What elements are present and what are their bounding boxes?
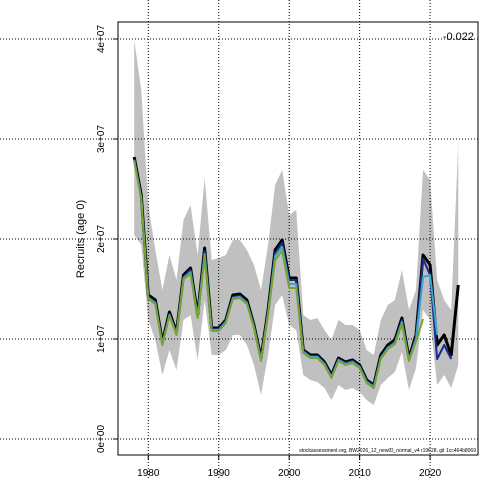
y-tick-label: 2e+07 bbox=[96, 225, 107, 254]
y-tick-label: 1e+07 bbox=[96, 325, 107, 354]
y-tick-label: 0e+00 bbox=[96, 425, 107, 454]
x-tick-label: 1980 bbox=[137, 468, 160, 479]
y-tick-label: 4e+07 bbox=[96, 25, 107, 54]
footer: stockassessment.org, BW2026_12_newID_nor… bbox=[299, 448, 476, 454]
y-tick-label: 3e+07 bbox=[96, 125, 107, 154]
x-tick-label: 2000 bbox=[278, 468, 301, 479]
series-line bbox=[133, 160, 425, 389]
x-tick-label: 2020 bbox=[419, 468, 442, 479]
x-tick-label: 1990 bbox=[208, 468, 231, 479]
confidence-band bbox=[134, 40, 459, 405]
plot-frame bbox=[117, 21, 479, 456]
x-tick-label: 2010 bbox=[349, 468, 372, 479]
annotation: -0.022 bbox=[443, 31, 474, 43]
